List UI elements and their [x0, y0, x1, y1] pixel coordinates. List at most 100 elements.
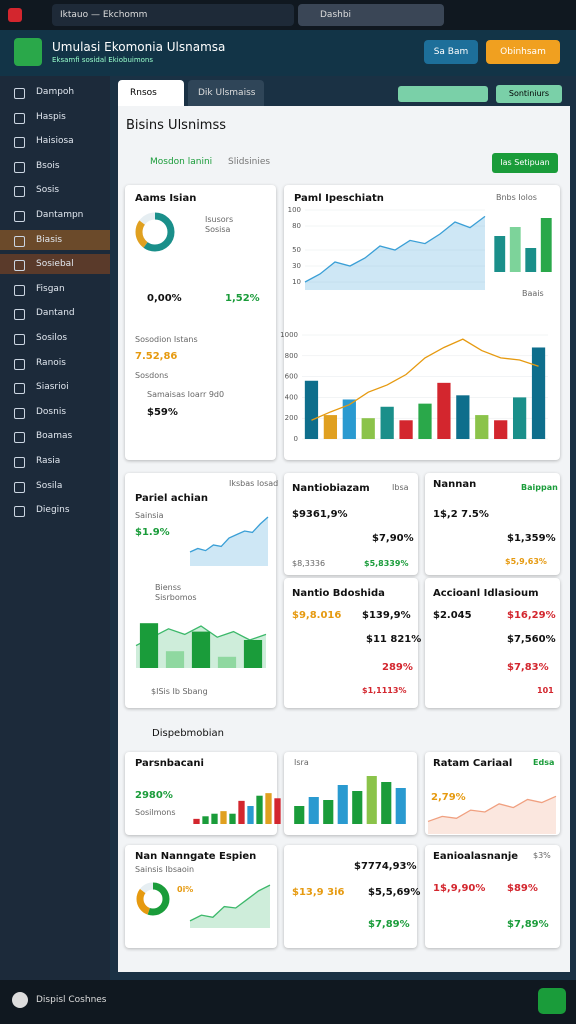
sidebar-item[interactable]: Biasis	[36, 234, 63, 245]
y-tick-label: 80	[292, 222, 301, 230]
card-text: Pariel achian	[135, 493, 208, 504]
card-text: $11 821%	[366, 634, 422, 645]
bar	[399, 420, 413, 439]
card-text: 289%	[382, 662, 413, 673]
card-text: Eanioalasnanje	[433, 851, 519, 862]
y-tick-label: 800	[285, 352, 298, 360]
card-text: $7,560%	[507, 634, 556, 645]
bar	[540, 218, 552, 272]
sidebar-icon	[14, 407, 25, 419]
card-text: Iksbas Iosad	[229, 479, 279, 488]
app-title: Umulasi Ekomonia Ulsnamsa	[52, 40, 226, 54]
sidebar-item[interactable]: Haspis	[36, 111, 66, 122]
card-text: 0i%	[177, 885, 194, 894]
search-field[interactable]	[398, 86, 488, 102]
card: Accioanl Idlasioum $2.045 $16,29% $7,560% $7…	[425, 578, 560, 708]
card-text: $7,89%	[507, 919, 549, 930]
card: Eanioalasnanje $3% 1$,9,90% $89% $7,89%	[425, 845, 560, 948]
bar	[274, 798, 281, 824]
panel-subtitle: Mosdon lanini	[150, 157, 213, 167]
sidebar-item[interactable]: Diegins	[36, 505, 70, 516]
bar	[525, 248, 537, 272]
card-text: $3%	[533, 851, 551, 860]
card-text: $1.9%	[135, 527, 170, 538]
card: Nantio Bdoshida $9,8.016 $139,9% $11 821% 28…	[284, 578, 422, 708]
card-text: $7,89%	[368, 919, 410, 930]
sidebar-item[interactable]: Dantand	[36, 308, 75, 319]
bar	[380, 406, 394, 439]
bar	[337, 785, 348, 824]
bar	[381, 782, 392, 824]
card-text: 101	[537, 686, 554, 695]
sidebar-item[interactable]: Dantampn	[36, 210, 84, 220]
header-button[interactable]: Obinhsam	[486, 40, 560, 64]
sidebar-icon	[14, 432, 25, 444]
sidebar-icon	[14, 457, 25, 468]
card-text: Edsa	[533, 758, 555, 767]
tab[interactable]: Rnsos	[118, 80, 184, 106]
card: $7774,93% $13,9 3i6 $5,5,69% $7,89%	[284, 845, 420, 948]
sidebar-item[interactable]: Sosis	[36, 185, 60, 196]
card-text: Sosdons	[135, 371, 169, 380]
card-text: Bienss	[155, 583, 182, 592]
sidebar-item[interactable]: Fisgan	[36, 283, 65, 294]
y-tick-label: 10	[292, 278, 301, 286]
bar	[211, 813, 218, 824]
sidebar-item[interactable]: Boamas	[36, 431, 73, 442]
card-text: 1$,9,90%	[433, 883, 486, 894]
sidebar-icon	[14, 383, 25, 395]
header-button[interactable]: Sa Bam	[424, 40, 478, 64]
bar	[139, 623, 159, 668]
bar	[265, 793, 272, 824]
bar	[366, 776, 377, 824]
y-tick-label: 50	[292, 246, 301, 254]
card-text: Sosodion Istans	[135, 335, 198, 344]
sidebar-item[interactable]: Haisiosa	[36, 136, 74, 147]
card-text: $89%	[507, 883, 538, 894]
card-text: $139,9%	[362, 610, 411, 621]
footer-button[interactable]	[538, 988, 566, 1014]
toolbar-button[interactable]: Sontiniurs	[496, 85, 562, 103]
action-button[interactable]: Ias Setipuan	[492, 153, 558, 173]
tab[interactable]: Iktauo — Ekchomm	[52, 4, 294, 26]
sidebar-item[interactable]: Dampoh	[36, 87, 75, 97]
sidebar-icon	[14, 235, 25, 247]
card-text: Sosilmons	[135, 808, 176, 817]
card-text: $1,359%	[507, 533, 556, 544]
app-subtitle: Eksamfi sosidal Ekiobuimons	[52, 56, 154, 64]
bar	[342, 399, 356, 439]
pie-slice	[136, 882, 170, 916]
card-text: 1$,2 7.5%	[433, 509, 489, 520]
sidebar-icon	[14, 309, 25, 321]
sidebar-item[interactable]: Rasia	[36, 456, 61, 466]
footer	[0, 980, 576, 1024]
sidebar-icon	[14, 334, 25, 345]
sidebar-item[interactable]: Sosilos	[36, 333, 68, 343]
card: Aams Isian Isusors Sosisa 0,00% 1,52% Sosodio…	[125, 185, 276, 460]
sidebar-item[interactable]: Ranois	[36, 357, 66, 368]
area	[428, 796, 556, 834]
bar	[304, 380, 319, 439]
card-text: Parsnbacani	[135, 758, 204, 769]
sidebar-item[interactable]: Sosila	[36, 480, 63, 491]
y-tick-label: 100	[288, 206, 301, 214]
footer-icon[interactable]	[12, 992, 28, 1008]
sidebar-item[interactable]: Bsois	[36, 160, 60, 171]
bar	[217, 656, 237, 668]
bar	[456, 395, 470, 439]
bar	[165, 651, 185, 668]
sidebar-item[interactable]: Siasrioi	[36, 382, 69, 393]
pie-slice	[135, 212, 175, 252]
bar	[494, 420, 508, 439]
sidebar-item[interactable]: Sosiebal	[36, 259, 74, 270]
tab[interactable]: Dik Ulsmaiss	[188, 80, 264, 106]
card: Parsnbacani 2980% Sosilmons	[125, 752, 277, 835]
card-text: $2.045	[433, 610, 472, 621]
card-text: Isra	[294, 758, 309, 767]
address-bar[interactable]: Dashbi	[298, 4, 444, 26]
sidebar-item[interactable]: Dosnis	[36, 406, 67, 417]
bar	[418, 403, 432, 439]
app-icon[interactable]	[8, 8, 22, 22]
card-text: $9,8.016	[292, 610, 342, 621]
